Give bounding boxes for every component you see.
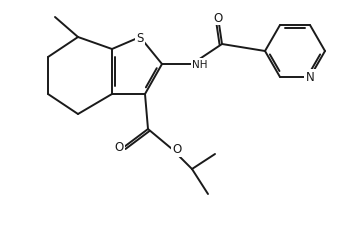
Text: O: O xyxy=(115,141,124,154)
Text: O: O xyxy=(172,143,181,156)
Text: N: N xyxy=(306,71,314,84)
Text: O: O xyxy=(213,11,223,24)
Text: NH: NH xyxy=(192,60,207,70)
Text: S: S xyxy=(136,31,144,44)
